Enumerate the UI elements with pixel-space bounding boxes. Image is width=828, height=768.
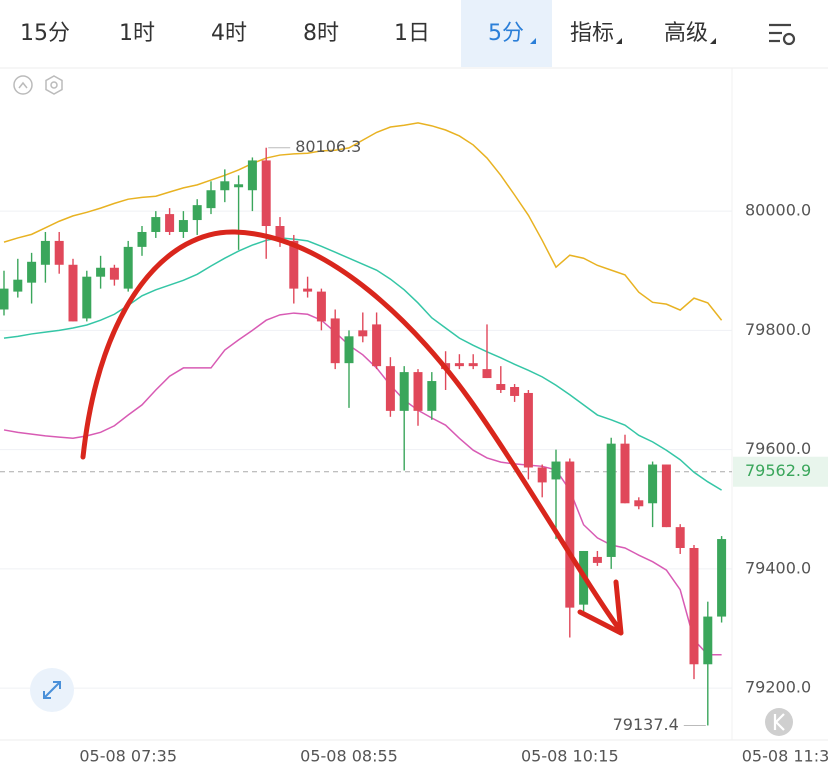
last-price-box (733, 456, 828, 487)
candle-body (137, 231, 147, 247)
candle-body (178, 220, 188, 232)
candle-body (13, 279, 23, 292)
candle-body (303, 288, 313, 292)
y-tick-label: 79200.0 (745, 678, 811, 697)
tab-label[interactable]: 8时 (303, 21, 339, 46)
trend-arrow (80, 229, 623, 633)
candle-body (606, 443, 616, 557)
candle-body (620, 443, 630, 504)
candle-body (372, 324, 382, 367)
candle-body (82, 276, 92, 319)
y-tick-label: 79400.0 (745, 558, 811, 577)
x-tick-label: 05-08 11:35 (742, 747, 828, 766)
candle-body (689, 548, 699, 665)
y-tick-label: 80000.0 (745, 201, 811, 220)
candle-body (413, 372, 423, 411)
candle-body (565, 461, 575, 608)
candle-body (68, 264, 78, 322)
candle-body (234, 184, 244, 188)
candle-body (54, 240, 64, 265)
tab-label[interactable]: 5分 (488, 21, 524, 46)
expand-button[interactable] (30, 668, 74, 712)
candle-body (40, 240, 50, 265)
candle-body (703, 616, 713, 665)
candle-body (551, 461, 561, 480)
candle-body (206, 190, 216, 209)
candle-body (151, 217, 161, 232)
candle-body (496, 384, 506, 390)
tab-label[interactable]: 1日 (394, 21, 430, 46)
band-line (3, 312, 722, 656)
collapse-icon[interactable] (13, 75, 33, 95)
dropdown-caret (710, 38, 716, 44)
candle-body (648, 464, 658, 504)
dropdown-caret (616, 38, 622, 44)
candle-body (523, 392, 533, 468)
candle-body (468, 363, 478, 367)
tabs: 15分 1时 4时 8时 1日 5分 指标 高级 (20, 0, 716, 67)
candle-body (289, 240, 299, 289)
candle-body (27, 261, 37, 283)
x-tick-label: 05-08 10:15 (521, 747, 619, 766)
candle-body (330, 318, 340, 364)
candle-body (675, 527, 685, 548)
last-price-label: 79562.9 (745, 461, 811, 480)
candle-body (0, 288, 9, 310)
tab-label[interactable]: 4时 (211, 21, 247, 46)
candle-body (96, 267, 106, 277)
candle-body (316, 291, 326, 322)
k-button[interactable] (765, 708, 793, 736)
settings-icon[interactable] (769, 23, 796, 46)
x-tick-label: 05-08 07:35 (79, 747, 177, 766)
dropdown-caret (530, 38, 536, 44)
candle-body (537, 467, 547, 483)
y-tick-label: 79600.0 (745, 439, 811, 458)
x-tick-label: 05-08 08:55 (300, 747, 398, 766)
candle-body (261, 160, 271, 227)
tab-label[interactable]: 高级 (664, 21, 708, 46)
candle-body (220, 181, 230, 191)
candle-body (275, 226, 285, 241)
tab-selected-bg (461, 0, 552, 67)
tab-label[interactable]: 指标 (570, 21, 614, 46)
candle-body (123, 246, 133, 289)
indicator-icon[interactable] (45, 75, 63, 95)
max-label: 80106.3 (295, 137, 361, 156)
candle-body (385, 366, 395, 411)
trend-arrow-head (577, 579, 624, 636)
candle-body (247, 160, 257, 191)
y-tick-label: 79800.0 (745, 320, 811, 339)
candle-body (192, 205, 202, 221)
band-line (3, 122, 723, 321)
candle-body (109, 267, 119, 280)
min-label: 79137.4 (613, 715, 679, 734)
candle-body (399, 372, 409, 411)
candle-body (592, 556, 602, 563)
tab-label[interactable]: 15分 (20, 21, 70, 46)
candle-body (510, 387, 520, 396)
candle-body (427, 381, 437, 411)
candle-body (634, 500, 644, 507)
candle-body (165, 214, 175, 232)
candle-body (482, 369, 492, 379)
chart: 79200.0 79400.0 79600.0 79800.0 80000.0 05-08… (0, 122, 828, 766)
candle-body (344, 336, 354, 364)
candle-body (454, 363, 464, 367)
candle-body (661, 464, 671, 528)
tab-bar (0, 0, 828, 68)
candle-body (358, 330, 368, 337)
candle-body (717, 539, 727, 617)
tab-label[interactable]: 1时 (119, 21, 155, 46)
